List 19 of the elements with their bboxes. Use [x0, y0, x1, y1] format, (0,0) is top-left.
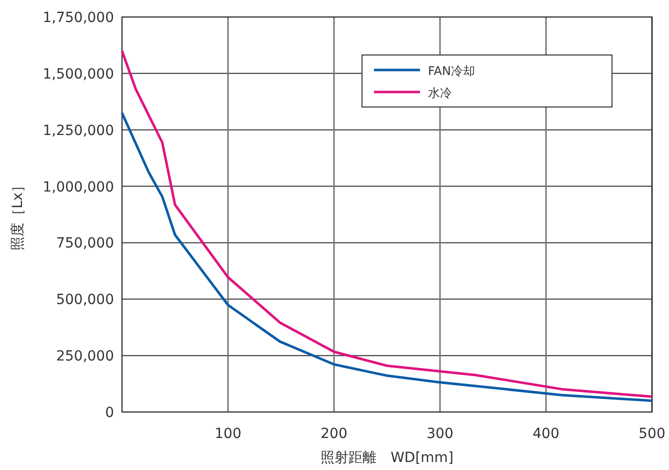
legend-label: 水冷 [428, 86, 452, 100]
x-axis-title: 照射距離 WD[mm] [320, 450, 454, 466]
y-tick-label: 750,000 [56, 236, 114, 252]
y-axis-title: 照度［Lx］ [10, 178, 26, 251]
x-tick-label: 200 [320, 426, 348, 442]
x-tick-label: 300 [426, 426, 454, 442]
y-tick-label: 0 [105, 405, 114, 421]
y-tick-label: 1,000,000 [42, 179, 114, 196]
x-tick-label: 100 [214, 426, 242, 442]
y-tick-label: 500,000 [56, 292, 114, 308]
y-tick-label: 1,750,000 [42, 10, 114, 26]
y-tick-label: 250,000 [56, 348, 114, 365]
y-tick-label: 1,500,000 [42, 66, 114, 82]
x-tick-label: 500 [638, 426, 666, 442]
line-series [120, 50, 654, 398]
legend-label: FAN冷却 [428, 64, 475, 78]
line-series [120, 112, 654, 402]
x-tick-label: 400 [532, 426, 560, 442]
y-tick-label: 1,250,000 [42, 122, 114, 139]
